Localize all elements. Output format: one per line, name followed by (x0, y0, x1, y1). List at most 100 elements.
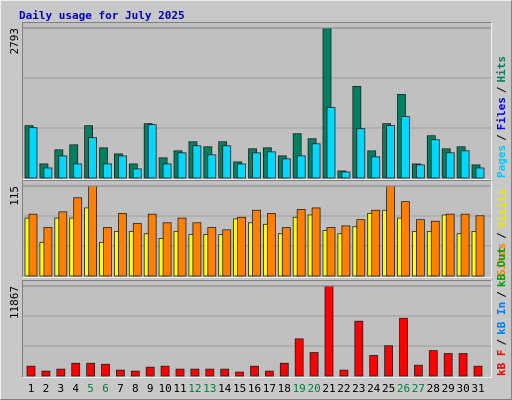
bar (145, 366, 155, 377)
bar (430, 139, 440, 179)
bar (445, 213, 455, 277)
bar (371, 209, 381, 277)
bar (326, 227, 336, 277)
legend-entry: Pages (495, 145, 508, 178)
bar (384, 345, 394, 377)
bar (460, 213, 470, 277)
bevel (22, 280, 492, 378)
bar (56, 368, 66, 377)
bar (207, 227, 217, 277)
x-tick-label: 22 (337, 382, 350, 395)
bar (43, 167, 53, 179)
bar (160, 365, 170, 377)
bar (162, 163, 172, 179)
bar (415, 219, 425, 277)
x-tick-label: 15 (233, 382, 246, 395)
bar (222, 145, 232, 179)
legend-separator: / (495, 232, 508, 239)
bar (281, 158, 291, 179)
bar (294, 338, 304, 377)
bar (279, 362, 289, 377)
bevel (22, 22, 492, 180)
bar (58, 211, 68, 277)
bar (86, 362, 95, 377)
bar (88, 137, 97, 179)
bar (132, 223, 142, 277)
bar (192, 145, 202, 179)
bar (28, 127, 38, 179)
bar (250, 365, 259, 377)
x-tick-label: 8 (132, 382, 139, 395)
legend-entry: kB Out (495, 247, 508, 287)
x-tick-label: 3 (57, 382, 64, 395)
x-tick-label: 21 (322, 382, 335, 395)
bar (326, 107, 336, 179)
bar (58, 155, 68, 179)
legend-separator: / (495, 339, 508, 346)
x-tick-label: 28 (427, 382, 440, 395)
bar (252, 152, 261, 179)
bar (71, 362, 81, 377)
x-tick-label: 17 (263, 382, 276, 395)
bar (296, 209, 306, 277)
bar (430, 220, 440, 277)
bar (26, 365, 36, 377)
bar (28, 213, 38, 277)
bar (354, 320, 364, 377)
x-tick-label: 14 (218, 382, 232, 395)
bar (177, 217, 187, 277)
bar (473, 365, 483, 377)
x-tick-label: 23 (352, 382, 365, 395)
bar (460, 150, 470, 179)
bar (103, 163, 112, 179)
x-tick-label: 31 (471, 382, 484, 395)
bar (341, 171, 351, 179)
bar (413, 364, 423, 377)
x-tick-label: 7 (117, 382, 124, 395)
bar (43, 227, 53, 277)
bar (475, 167, 485, 179)
bar (235, 371, 245, 377)
bar (399, 317, 408, 377)
bar (73, 163, 83, 179)
bar (220, 368, 230, 377)
bevel (22, 22, 492, 180)
bar (428, 350, 438, 377)
bar (401, 116, 410, 179)
x-tick-label: 18 (278, 382, 291, 395)
chart-title: Daily usage for July 2025 (19, 9, 185, 22)
legend-entry: Hits (495, 56, 508, 83)
bar (103, 227, 112, 277)
bar (41, 370, 51, 377)
bar (458, 353, 468, 377)
x-tick-label: 10 (158, 382, 171, 395)
x-tick-label: 9 (147, 382, 154, 395)
bar (356, 219, 366, 277)
y-max-label: 2793 (8, 28, 21, 55)
x-tick-label: 5 (87, 382, 94, 395)
bar (311, 207, 321, 277)
x-tick-label: 20 (307, 382, 320, 395)
x-tick-label: 26 (397, 382, 410, 395)
x-tick-label: 16 (248, 382, 261, 395)
bar (266, 151, 276, 179)
bar (237, 163, 247, 179)
bar (324, 285, 334, 377)
x-tick-label: 24 (367, 382, 381, 395)
legend-entry: kB F (495, 350, 508, 377)
x-tick-label: 1 (28, 382, 35, 395)
bar (147, 213, 157, 277)
legend-entry: Visits (495, 189, 508, 229)
bar (266, 212, 276, 277)
bar (237, 216, 247, 277)
bar (118, 212, 127, 277)
bar (190, 368, 200, 377)
bevel (22, 280, 492, 378)
legend: Pages / Files / Hits (495, 56, 508, 178)
bar (252, 209, 261, 277)
bar (177, 152, 187, 179)
y-max-label: 115 (8, 186, 21, 206)
bar (192, 222, 202, 277)
legend-entry: Sites (495, 243, 508, 276)
